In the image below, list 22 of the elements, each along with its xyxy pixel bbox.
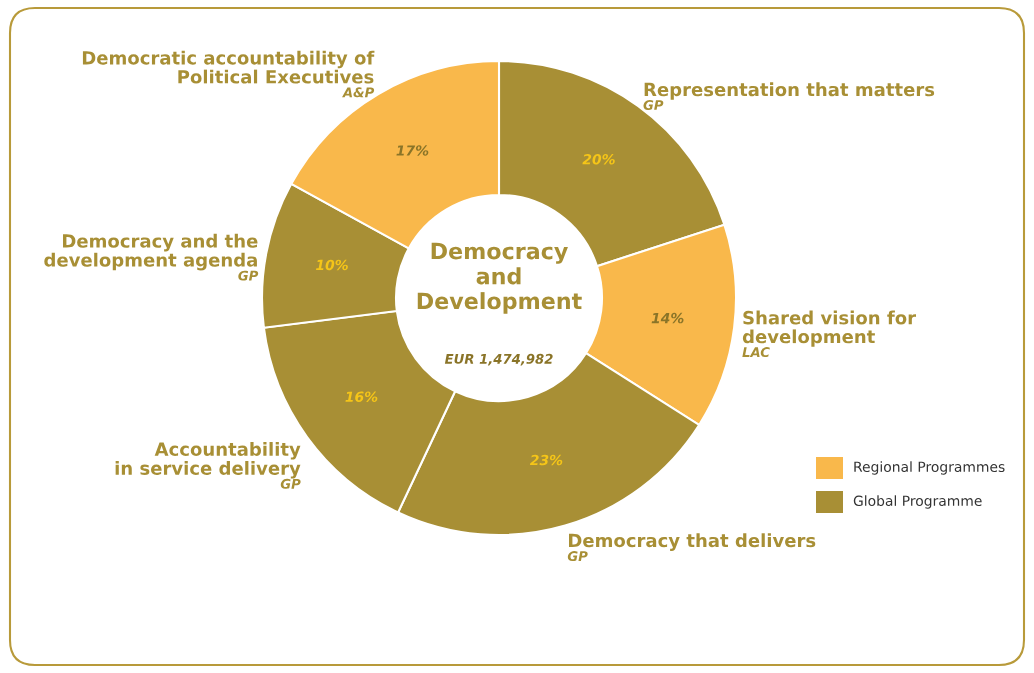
text: A&P xyxy=(342,87,375,98)
text: GP xyxy=(238,270,259,281)
text: EUR 1,474,982 xyxy=(444,353,553,366)
legend-label: Democracy that delivers xyxy=(569,533,816,551)
slice-label: Democratic accountability of Political Executives xyxy=(82,50,375,84)
data-label: 17% xyxy=(396,145,429,156)
text: LAC xyxy=(742,347,770,358)
text: Democracy and Development xyxy=(417,242,582,314)
data-label: 14% xyxy=(651,312,684,324)
text: GP xyxy=(280,478,301,489)
text: Regional Programmes xyxy=(854,461,1005,475)
slice-label: Shared vision for development xyxy=(742,310,917,347)
slice-label: Accountability in service delivery xyxy=(115,442,301,479)
data-label: 20% xyxy=(582,153,615,165)
text: GP xyxy=(567,551,588,562)
slice-label: Democracy and the development agenda xyxy=(44,233,258,271)
text: Global Programme xyxy=(853,495,982,509)
data-label: 10% xyxy=(315,259,348,271)
data-label: 23% xyxy=(529,454,563,466)
data-label: 16% xyxy=(345,391,378,402)
slice-label: Representation that matters xyxy=(644,82,935,100)
text: GP xyxy=(643,100,664,110)
